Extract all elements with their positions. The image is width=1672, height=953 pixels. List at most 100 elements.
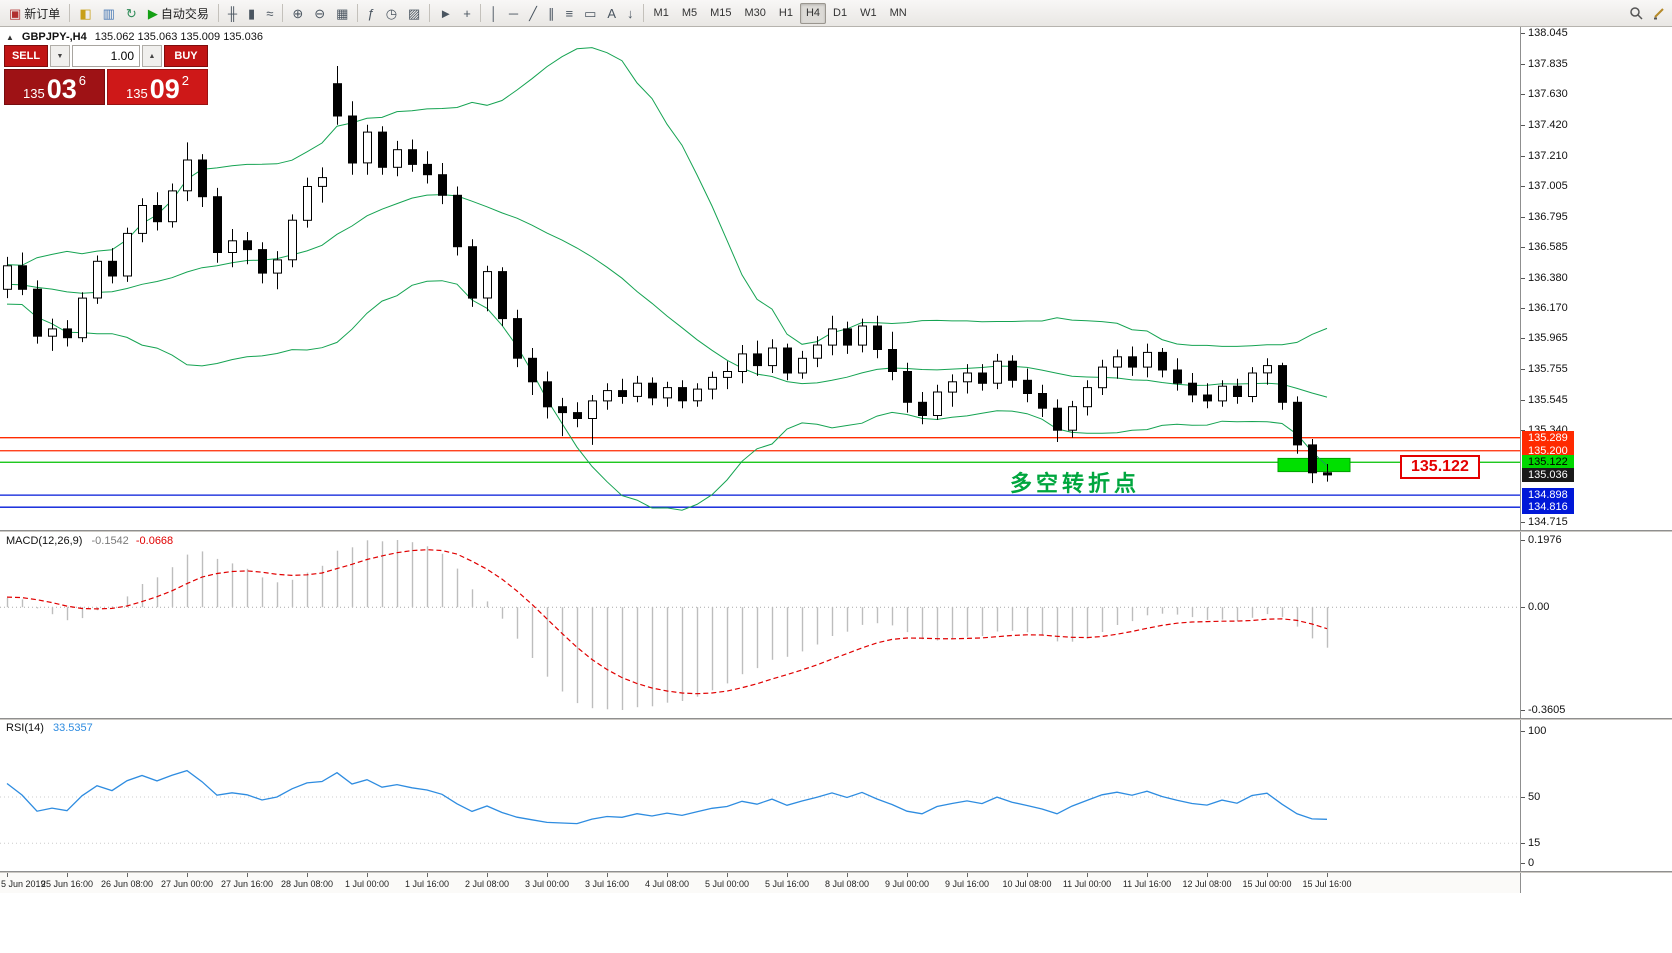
price-axis-label: 137.835: [1528, 57, 1568, 70]
timeframe-m30[interactable]: M30: [744, 7, 766, 19]
time-axis-label: 15 Jul 16:00: [1302, 879, 1352, 889]
profiles-icon[interactable]: ▥: [98, 3, 120, 24]
axis-tick: [1521, 308, 1525, 310]
macd-axis-label: 0.00: [1528, 601, 1550, 614]
rsi-axis-label: 50: [1528, 791, 1541, 803]
timeframe-h1[interactable]: H1: [778, 7, 793, 19]
zoom-out-icon[interactable]: ⊖: [309, 3, 330, 24]
candlestick-chart-icon[interactable]: ▮: [243, 3, 260, 24]
price-axis-label: 137.630: [1528, 87, 1568, 100]
time-tick: [547, 873, 548, 877]
rsi-axis-label: 100: [1528, 725, 1547, 737]
macd-indicator-label: MACD(12,26,9) -0.1542 -0.0668: [6, 535, 173, 547]
shapes-icon[interactable]: ▭: [579, 3, 601, 24]
horizontal-line-icon-glyph: ─: [508, 5, 519, 21]
panel-separator[interactable]: [0, 871, 1672, 873]
templates-icon[interactable]: ▨: [403, 3, 425, 24]
timeframe-m15[interactable]: M15: [710, 7, 732, 19]
rsi-line: [6, 769, 1328, 825]
time-axis[interactable]: 5 Jun 2019 25 Jun 16:00 26 Jun 08:00 27 Jun…: [0, 873, 1520, 893]
autotrading-button[interactable]: ▶ 自动交易: [143, 3, 214, 24]
new-chart-icon-glyph: ◧: [79, 5, 92, 21]
timeframe-mn[interactable]: MN: [889, 7, 907, 19]
tile-windows-icon[interactable]: ▦: [331, 3, 353, 24]
price-axis[interactable]: 138.045 137.835 137.630 137.420 137.210 137.0…: [1520, 27, 1672, 893]
sell-button[interactable]: SELL: [4, 45, 48, 67]
vertical-line-icon[interactable]: │: [485, 3, 503, 24]
time-tick: [1027, 873, 1028, 877]
indicators-icon[interactable]: ƒ: [362, 3, 379, 24]
search-icon[interactable]: [1628, 5, 1644, 21]
candlestick-chart-icon-glyph: ▮: [248, 5, 256, 21]
price-tag: 135.200: [1522, 443, 1574, 458]
volume-down-button[interactable]: ▼: [50, 45, 70, 67]
timeframes-menu-icon-glyph: ◷: [385, 5, 398, 21]
panel-separator[interactable]: [0, 530, 1672, 532]
channel-icon[interactable]: ∥: [543, 3, 560, 24]
arrow-tools-icon[interactable]: ↓: [622, 3, 639, 24]
refresh-icon[interactable]: ↻: [121, 3, 142, 24]
crosshair-icon-glyph: +: [463, 5, 471, 21]
time-axis-label: 5 Jun 2019: [1, 879, 46, 889]
rsi-indicator-panel[interactable]: [0, 720, 1520, 871]
shapes-icon-glyph: ▭: [584, 5, 597, 21]
time-axis-label: 15 Jul 00:00: [1242, 879, 1292, 889]
timeframe-m5[interactable]: M5: [681, 7, 698, 19]
timeframe-m1[interactable]: M1: [653, 7, 669, 19]
chart-annotation-text[interactable]: 多空转折点: [1010, 471, 1141, 496]
buy-button[interactable]: BUY: [164, 45, 208, 67]
time-axis-label: 28 Jun 08:00: [280, 879, 334, 889]
price-chart[interactable]: [0, 27, 1520, 530]
timeframe-d1[interactable]: D1: [833, 7, 848, 19]
volume-input[interactable]: [72, 45, 140, 67]
zoom-in-icon-glyph: ⊕: [292, 5, 304, 21]
chart-symbol-icon: ▲: [6, 32, 14, 42]
macd-histogram: [6, 540, 1329, 710]
macd-signal-value: -0.0668: [135, 535, 174, 547]
axis-tick: [1521, 797, 1525, 798]
indicators-icon-glyph: ƒ: [367, 5, 375, 21]
new-chart-icon[interactable]: ◧: [74, 3, 96, 24]
trade-panel-prices: 135 03 6 135 09 2: [4, 69, 208, 105]
price-axis-label: 135.755: [1528, 363, 1568, 376]
axis-tick: [1521, 522, 1525, 523]
time-axis-label: 26 Jun 08:00: [100, 879, 154, 889]
new-order-button[interactable]: ▣ 新订单: [4, 3, 65, 24]
timeframe-w1[interactable]: W1: [860, 7, 877, 19]
buy-price[interactable]: 135 09 2: [107, 69, 208, 105]
price-axis-label: 135.965: [1528, 332, 1568, 345]
toolbar-separator: [282, 4, 284, 22]
fibonacci-icon[interactable]: ≡: [560, 3, 578, 24]
price-tag: 135.036: [1522, 467, 1574, 482]
crosshair-icon[interactable]: +: [458, 3, 476, 24]
price-callout-label[interactable]: 135.122: [1400, 455, 1480, 479]
templates-icon-glyph: ▨: [408, 5, 421, 21]
price-axis-label: 137.005: [1528, 179, 1568, 192]
horizontal-lines[interactable]: [0, 437, 1520, 508]
refresh-icon-glyph: ↻: [125, 5, 137, 21]
timeframe-h4[interactable]: H4: [799, 2, 827, 24]
toolbar-separator: [69, 4, 71, 22]
zoom-in-icon[interactable]: ⊕: [287, 3, 308, 24]
time-axis-label: 2 Jul 08:00: [464, 879, 510, 889]
time-axis-label: 11 Jul 16:00: [1122, 879, 1172, 889]
bar-chart-icon[interactable]: ╫: [223, 3, 242, 24]
macd-indicator-panel[interactable]: [0, 532, 1520, 718]
time-tick: [247, 873, 248, 877]
volume-up-button[interactable]: ▲: [142, 45, 162, 67]
trendline-icon[interactable]: ╱: [524, 3, 542, 24]
macd-signal-line: [6, 549, 1328, 695]
horizontal-line-icon[interactable]: ─: [504, 3, 523, 24]
axis-tick: [1521, 247, 1525, 249]
text-icon[interactable]: A: [602, 3, 621, 24]
panel-separator[interactable]: [0, 718, 1672, 720]
time-axis-label: 5 Jul 16:00: [764, 879, 810, 889]
line-chart-icon[interactable]: ≈: [261, 3, 278, 24]
edit-icon[interactable]: [1651, 5, 1667, 21]
time-axis-label: 9 Jul 00:00: [884, 879, 930, 889]
sell-price[interactable]: 135 03 6: [4, 69, 105, 105]
time-axis-label: 8 Jul 08:00: [824, 879, 870, 889]
cursor-icon[interactable]: ►: [434, 3, 457, 24]
timeframes-menu-icon[interactable]: ◷: [381, 3, 402, 24]
